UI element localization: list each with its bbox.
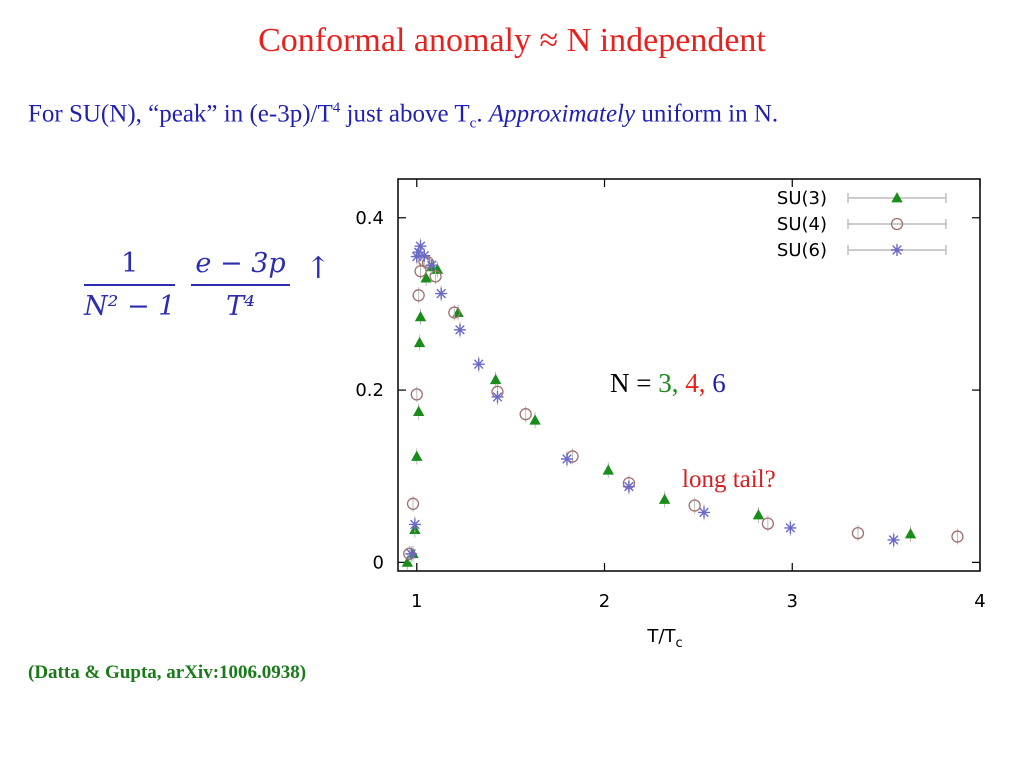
slide-subtitle: For SU(N), “peak” in (e-3p)/T4 just abov… — [28, 100, 778, 132]
n-label: N = — [610, 368, 658, 398]
subtitle-text-4: uniform in N. — [635, 100, 779, 128]
n-comma-1: , — [672, 368, 686, 398]
x-tick-label: 4 — [974, 591, 985, 612]
data-point-su6 — [784, 521, 797, 534]
data-point-su6 — [453, 323, 466, 336]
plot-frame — [397, 178, 981, 572]
citation: (Datta & Gupta, arXiv:1006.0938) — [28, 662, 307, 683]
n-comma-2: , — [699, 368, 713, 398]
subtitle-superscript: 4 — [332, 100, 341, 116]
subtitle-text-1: For SU(N), “peak” in (e-3p)/T — [28, 100, 333, 128]
data-point-su4 — [406, 497, 420, 510]
data-point-su6 — [405, 547, 418, 560]
legend-label-su4: SU(4) — [777, 214, 827, 235]
x-tick-label: 1 — [411, 591, 422, 612]
data-point-su3 — [413, 336, 426, 348]
data-point-su3 — [658, 493, 671, 504]
data-point-su6 — [425, 259, 438, 272]
formula-numerator-1: 1 — [84, 248, 176, 286]
data-point-su6 — [408, 518, 421, 531]
x-axis-label-subscript: c — [675, 636, 682, 651]
n-value-4: 4 — [685, 368, 699, 398]
formula-fraction-anomaly: e − 3p T⁴ — [191, 248, 290, 322]
legend-label-su6: SU(6) — [777, 240, 827, 261]
data-point-su6 — [414, 240, 427, 253]
legend-marker-su6 — [891, 244, 903, 256]
data-point-su6 — [410, 250, 423, 263]
legend: SU(3) SU(4) SU(6) — [777, 188, 947, 261]
data-point-su3 — [414, 311, 427, 322]
data-point-su3 — [602, 464, 614, 475]
data-point-su6 — [412, 246, 425, 259]
formula-numerator-2: e − 3p — [191, 248, 290, 286]
n-value-3: 3 — [658, 368, 672, 398]
data-point-su3 — [411, 450, 423, 461]
formula-denominator-2: T⁴ — [226, 291, 255, 322]
slide-title: Conformal anomaly ≈ N independent — [258, 22, 766, 59]
data-point-su4 — [519, 408, 532, 421]
data-point-su3 — [529, 414, 541, 425]
data-point-su4 — [412, 289, 425, 302]
y-tick-label: 0.2 — [355, 380, 384, 401]
up-arrow-icon: ↑ — [305, 250, 331, 286]
n-value-6: 6 — [712, 368, 726, 398]
data-points — [401, 238, 964, 571]
anomaly-formula: 1 N² − 1 e − 3p T⁴ ↑ — [84, 248, 331, 322]
data-point-su4 — [448, 306, 461, 319]
n-values-annotation: N = 3, 4, 6 — [610, 368, 726, 398]
data-point-su4 — [761, 517, 775, 530]
formula-denominator-1: N² − 1 — [84, 291, 176, 322]
subtitle-subscript: c — [469, 115, 477, 132]
data-point-su3 — [401, 556, 414, 567]
data-point-su4 — [951, 530, 964, 543]
data-point-su6 — [560, 453, 573, 465]
data-point-su6 — [435, 287, 448, 300]
x-tick-label: 2 — [599, 591, 610, 612]
data-point-su6 — [698, 506, 711, 519]
data-point-su6 — [622, 480, 635, 493]
x-axis-label-main: T/T — [646, 626, 676, 647]
y-tick-label: 0 — [373, 552, 384, 573]
y-tick-label: 0.4 — [355, 208, 384, 229]
data-point-su3 — [904, 528, 917, 539]
legend-marker-su3 — [891, 192, 903, 203]
legend-marker-su4 — [890, 217, 904, 231]
anomaly-chart: 1 2 3 400.20.4 SU(3)SU(4)SU(6) T/Tc N = 3, … — [355, 178, 986, 651]
data-point-su6 — [887, 533, 900, 546]
data-point-su4 — [688, 499, 701, 512]
data-point-su6 — [418, 249, 431, 262]
x-tick-label: 3 — [787, 591, 798, 612]
data-point-su3 — [752, 509, 765, 520]
data-point-su3 — [412, 405, 425, 417]
axis-ticks: 1 2 3 400.20.4 — [355, 179, 986, 612]
legend-label-su3: SU(3) — [777, 188, 827, 209]
formula-fraction-normalization: 1 N² − 1 — [84, 248, 176, 322]
data-point-su4 — [851, 526, 865, 540]
data-point-su6 — [472, 358, 485, 371]
data-point-su3 — [420, 272, 432, 283]
subtitle-text-3: . — [476, 100, 489, 128]
subtitle-text-2: just above T — [340, 100, 470, 128]
subtitle-italic: Approximately — [488, 100, 636, 128]
x-axis-label: T/Tc — [646, 626, 682, 651]
data-point-su4 — [429, 270, 442, 283]
data-point-su6 — [491, 390, 504, 403]
data-point-su4 — [410, 388, 423, 401]
data-point-su3 — [489, 373, 502, 385]
long-tail-annotation: long tail? — [682, 466, 776, 493]
